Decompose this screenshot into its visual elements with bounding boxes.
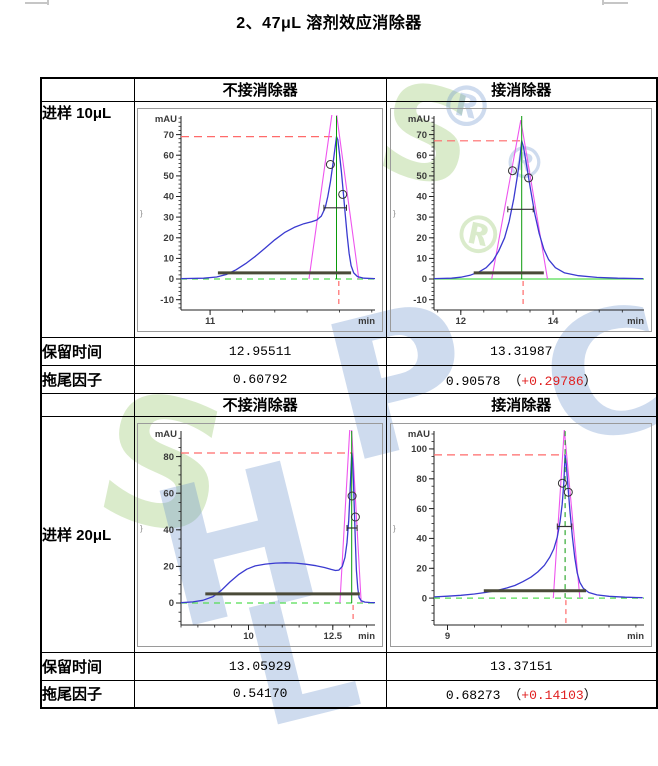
svg-text:}: } (140, 524, 143, 533)
svg-text:mAU: mAU (408, 429, 430, 440)
column-header-with-eliminator: 接消除器 (385, 77, 658, 102)
svg-text:10: 10 (243, 631, 254, 642)
tailing-delta: +0.14103 (521, 688, 584, 704)
tailing-factor-value-with-delta: 0.90578 （+0.29786） (385, 364, 658, 394)
tailing-delta: +0.29786 (521, 373, 584, 389)
svg-text:50: 50 (417, 171, 428, 182)
table-row: 不接消除器 接消除器 (40, 77, 658, 102)
empty-corner-cell (40, 77, 135, 102)
svg-text:-10: -10 (414, 294, 428, 305)
svg-text:11: 11 (205, 316, 216, 327)
svg-text:40: 40 (417, 533, 428, 544)
chromatogram-10ul-with-eliminator: -10 0 10 20 30 40 50 60 70 12 14 min mAU} (390, 107, 653, 337)
chromatogram-20ul-with-eliminator: 0 20 40 60 80 100 9 min mAU} (390, 422, 653, 652)
svg-text:40: 40 (164, 191, 175, 202)
empty-corner-cell (40, 392, 135, 417)
svg-text:100: 100 (411, 444, 427, 455)
tailing-value: 0.90578 （ (445, 373, 522, 389)
svg-text:}: } (393, 524, 396, 533)
svg-text:mAU: mAU (155, 114, 177, 125)
svg-text:30: 30 (164, 212, 175, 223)
chart-cell: 0 20 40 60 80 100 9 min mAU} (385, 415, 658, 653)
svg-text:}: } (140, 209, 143, 218)
table-row: 进样 10μL -10 0 10 20 30 40 50 60 70 11 min mAU} -10 0… (40, 100, 658, 338)
column-header-without-eliminator: 不接消除器 (133, 392, 387, 417)
svg-text:80: 80 (417, 474, 428, 485)
results-table: 不接消除器 接消除器 进样 10μL -10 0 10 20 30 40 50 60 70 11 m… (40, 77, 658, 709)
tailing-factor-label: 拖尾因子 (40, 679, 135, 709)
svg-text:60: 60 (417, 503, 428, 514)
svg-text:80: 80 (164, 451, 175, 462)
svg-text:}: } (393, 209, 396, 218)
svg-text:14: 14 (548, 316, 559, 327)
svg-text:12.5: 12.5 (324, 631, 343, 642)
svg-text:60: 60 (417, 150, 428, 161)
svg-text:9: 9 (445, 631, 450, 642)
svg-text:12: 12 (456, 316, 467, 327)
svg-text:0: 0 (422, 274, 427, 285)
tailing-value: 0.68273 （ (445, 688, 522, 704)
svg-text:mAU: mAU (155, 429, 177, 440)
page-title: 2、47μL 溶剂效应消除器 (236, 15, 422, 32)
tailing-paren-close: ） (583, 688, 597, 704)
chart-cell: 0 20 40 60 80 10 12.5 min mAU} (133, 415, 387, 653)
svg-text:min: min (627, 631, 644, 642)
svg-text:50: 50 (164, 171, 175, 182)
retention-time-value: 13.05929 (133, 651, 387, 681)
retention-time-value: 13.37151 (385, 651, 658, 681)
retention-time-label: 保留时间 (40, 336, 135, 366)
svg-text:0: 0 (169, 274, 174, 285)
retention-time-label: 保留时间 (40, 651, 135, 681)
retention-time-value: 12.95511 (133, 336, 387, 366)
injection-volume-label-10ul: 进样 10μL (40, 100, 135, 338)
tailing-factor-value: 0.60792 (133, 364, 387, 394)
svg-text:10: 10 (417, 253, 428, 264)
svg-text:70: 70 (164, 129, 175, 140)
svg-text:10: 10 (164, 253, 175, 264)
chromatogram-10ul-without-eliminator: -10 0 10 20 30 40 50 60 70 11 min mAU} (137, 107, 384, 337)
svg-text:20: 20 (417, 563, 428, 574)
table-row: 保留时间 12.95511 13.31987 (40, 336, 658, 366)
svg-text:20: 20 (164, 561, 175, 572)
document-page: { "page": { "title": "2、47μL 溶剂效应消除器" },… (25, 0, 658, 766)
svg-text:mAU: mAU (408, 114, 430, 125)
svg-text:0: 0 (169, 598, 174, 609)
svg-text:60: 60 (164, 488, 175, 499)
svg-text:min: min (358, 631, 375, 642)
tailing-paren-close: ） (583, 373, 597, 389)
svg-text:20: 20 (164, 233, 175, 244)
svg-text:40: 40 (164, 525, 175, 536)
table-row: 不接消除器 接消除器 (40, 392, 658, 417)
tailing-factor-value-with-delta: 0.68273 （+0.14103） (385, 679, 658, 709)
chart-cell: -10 0 10 20 30 40 50 60 70 11 min mAU} (133, 100, 387, 338)
svg-text:40: 40 (417, 191, 428, 202)
svg-text:0: 0 (422, 593, 427, 604)
svg-text:60: 60 (164, 150, 175, 161)
injection-volume-label-20ul: 进样 20μL (40, 415, 135, 653)
table-row: 进样 20μL 0 20 40 60 80 10 12.5 min mAU} 0 20 40 60 80… (40, 415, 658, 653)
svg-text:70: 70 (417, 129, 428, 140)
column-header-without-eliminator: 不接消除器 (133, 77, 387, 102)
svg-text:min: min (627, 316, 644, 327)
svg-text:min: min (358, 316, 375, 327)
svg-text:-10: -10 (160, 294, 174, 305)
svg-text:20: 20 (417, 233, 428, 244)
tailing-factor-value: 0.54170 (133, 679, 387, 709)
chart-cell: -10 0 10 20 30 40 50 60 70 12 14 min mAU} (385, 100, 658, 338)
chromatogram-20ul-without-eliminator: 0 20 40 60 80 10 12.5 min mAU} (137, 422, 384, 652)
table-row: 拖尾因子 0.54170 0.68273 （+0.14103） (40, 679, 658, 709)
table-row: 保留时间 13.05929 13.37151 (40, 651, 658, 681)
retention-time-value: 13.31987 (385, 336, 658, 366)
svg-text:30: 30 (417, 212, 428, 223)
column-header-with-eliminator: 接消除器 (385, 392, 658, 417)
table-row: 拖尾因子 0.60792 0.90578 （+0.29786） (40, 364, 658, 394)
tailing-factor-label: 拖尾因子 (40, 364, 135, 394)
